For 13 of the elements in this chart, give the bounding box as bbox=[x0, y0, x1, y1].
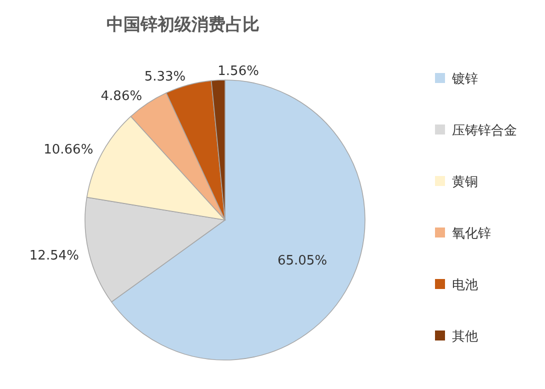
data-label: 65.05% bbox=[277, 254, 328, 269]
legend-label: 其他 bbox=[452, 330, 478, 344]
data-label: 1.56% bbox=[218, 64, 259, 80]
legend-label: 电池 bbox=[452, 278, 478, 293]
legend-label: 压铸锌合金 bbox=[452, 124, 517, 138]
data-label: 10.66% bbox=[44, 142, 94, 158]
legend-label: 氧化锌 bbox=[452, 226, 491, 242]
data-label: 5.33% bbox=[144, 69, 186, 84]
data-label: 4.86% bbox=[100, 88, 142, 104]
legend-label: 镀锌 bbox=[451, 72, 478, 87]
data-label: 12.54% bbox=[29, 248, 79, 264]
legend-label: 黄铜 bbox=[452, 175, 478, 190]
chart-title: 中国锌初级消费占比 bbox=[106, 15, 260, 35]
